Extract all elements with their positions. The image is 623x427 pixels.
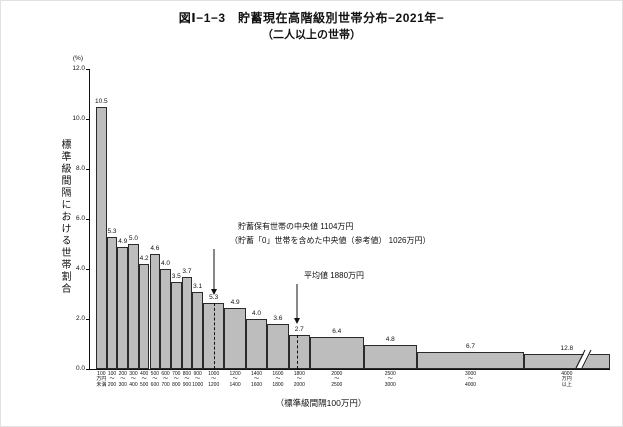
bar-value-label: 4.9	[118, 237, 128, 245]
bar-value-label: 3.6	[273, 315, 283, 322]
bar-value-label: 5.0	[128, 235, 138, 242]
y-axis-title: 標準級間隔における世帯割合	[59, 139, 70, 295]
chart-title: 図Ⅰ−1−3 貯蓄現在高階級別世帯分布−2021年−	[178, 11, 445, 25]
y-axis-line	[89, 69, 90, 369]
bar	[138, 264, 150, 369]
y-axis-tick-label: 12.0	[72, 65, 85, 72]
bar-value-label: 4.2	[139, 255, 149, 262]
bar	[363, 345, 417, 369]
x-axis-label: 100 万円 未満	[96, 371, 107, 388]
bar	[288, 335, 310, 369]
bar	[117, 246, 129, 369]
median-dashed-line	[214, 303, 215, 369]
x-axis-label: 900 〜 1000	[192, 371, 204, 388]
median-annotation-line2: （貯蓄「0」世帯を含めた中央値（参考値） 1026万円）	[230, 236, 431, 245]
bar	[106, 236, 118, 369]
bar-value-label: 4.8	[385, 336, 395, 343]
bar-value-label: 4.9	[230, 298, 240, 306]
median-annotation-line1: 貯蓄保有世帯の中央値 1104万円	[238, 222, 354, 231]
bar	[203, 302, 225, 369]
y-axis-tick	[86, 319, 89, 320]
bar	[181, 276, 193, 369]
x-axis-label: 800 〜 900	[182, 371, 192, 388]
x-axis-label: 1600 〜 1800	[272, 371, 284, 388]
bar	[192, 291, 203, 369]
y-axis-tick	[86, 119, 89, 120]
y-axis-tick-label: 10.0	[72, 115, 85, 122]
y-axis-tick	[86, 219, 89, 220]
y-axis-tick-label: 6.0	[75, 215, 85, 222]
x-axis-label: 2000 〜 2500	[331, 371, 343, 388]
bar-value-label: 10.5	[95, 97, 108, 105]
y-axis-tick	[86, 369, 89, 370]
bar	[417, 352, 524, 369]
x-axis-label: 4000 万円 以上	[561, 371, 573, 388]
bar	[170, 281, 182, 369]
bar-value-label: 12.8	[560, 345, 574, 352]
bar	[149, 254, 161, 369]
bar-value-label: 5.3	[209, 293, 219, 301]
x-axis-label: 400 〜 500	[139, 371, 149, 388]
bar	[310, 337, 364, 369]
x-axis-line	[89, 369, 610, 370]
y-axis-tick	[86, 169, 89, 170]
mean-dashed-line	[297, 335, 298, 369]
y-axis-tick-label: 2.0	[75, 315, 85, 322]
bar-value-label: 6.4	[332, 328, 342, 335]
mean-annotation: 平均値 1880万円	[304, 271, 365, 280]
x-axis-label: 700 〜 800	[172, 371, 181, 388]
x-axis-caption: （標準級間隔100万円）	[275, 398, 367, 408]
x-axis-label: 2500 〜 3000	[384, 371, 396, 388]
y-axis-tick-label: 8.0	[75, 165, 85, 172]
y-axis-tick	[86, 269, 89, 270]
bar	[245, 319, 268, 369]
x-axis-label: 600 〜 700	[161, 371, 170, 388]
bar	[128, 244, 139, 369]
bar	[224, 307, 246, 369]
y-axis-tick-label: 4.0	[75, 265, 85, 272]
y-axis-tick	[86, 69, 89, 70]
bar-value-label: 4.6	[150, 245, 160, 252]
x-axis-label: 100 〜 200	[107, 371, 117, 388]
x-axis-label: 1400 〜 1600	[250, 371, 263, 388]
x-axis-label: 1000 〜 1200	[208, 371, 220, 388]
bar-value-label: 5.3	[107, 227, 117, 235]
bar	[96, 106, 107, 369]
bar-value-label: 6.7	[465, 343, 476, 351]
x-axis-label: 3000 〜 4000	[464, 371, 477, 388]
chart-subtitle: （二人以上の世帯）	[262, 29, 361, 41]
bar-value-label: 3.7	[182, 267, 192, 275]
bar-value-label: 2.7	[294, 326, 304, 334]
x-axis-label: 300 〜 400	[129, 371, 138, 388]
x-axis-label: 500 〜 600	[150, 371, 160, 388]
x-axis-label: 1800 〜 2000	[293, 371, 305, 388]
bar	[160, 269, 171, 369]
bar	[524, 354, 610, 369]
x-axis-label: 1200 〜 1400	[229, 371, 241, 388]
y-axis-unit-label: (%)	[72, 55, 83, 62]
x-axis-label: 200 〜 300	[118, 371, 127, 388]
bar-value-label: 3.5	[171, 272, 181, 280]
bar-value-label: 4.0	[161, 260, 171, 267]
bar	[267, 324, 289, 369]
bar-value-label: 3.1	[193, 282, 203, 290]
bar-value-label: 4.0	[251, 310, 262, 317]
y-axis-tick-label: 0.0	[75, 365, 85, 372]
